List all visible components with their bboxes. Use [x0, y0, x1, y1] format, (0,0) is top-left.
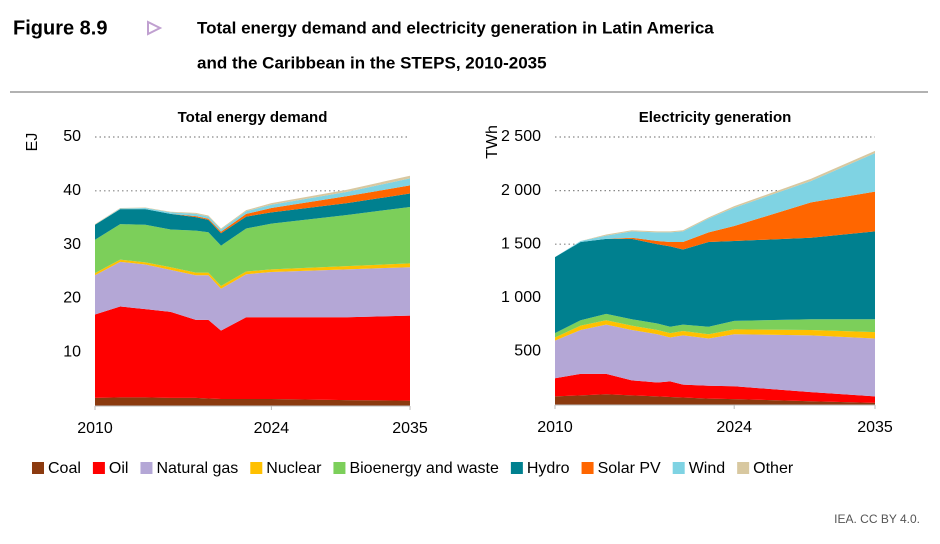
legend-swatch: [672, 462, 685, 474]
x-tick-label: 2010: [77, 420, 113, 437]
area: [95, 261, 410, 331]
y-tick-label: 1 500: [501, 235, 541, 252]
legend-swatch: [32, 462, 44, 474]
y-axis-label: EJ: [24, 133, 41, 152]
y-axis-label: TWh: [484, 125, 501, 159]
area: [95, 397, 410, 406]
chart-title: Electricity generation: [639, 109, 792, 126]
legend-swatch: [140, 462, 153, 474]
x-tick-label: 2024: [254, 420, 290, 437]
area: [555, 324, 875, 397]
legend-swatch: [510, 462, 523, 474]
y-tick-label: 20: [63, 290, 81, 307]
area: [95, 259, 410, 289]
y-tick-label: 2 000: [501, 182, 541, 199]
legend-swatch: [250, 462, 263, 474]
y-tick-label: 10: [63, 343, 81, 360]
footer: IEA. CC BY 4.0.: [834, 512, 920, 526]
figure-arrow: [147, 20, 163, 36]
legend-swatch: [737, 462, 750, 474]
y-tick-label: 30: [63, 236, 81, 253]
y-tick-label: 500: [514, 343, 541, 360]
y-tick-label: 50: [63, 128, 81, 145]
area: [555, 191, 875, 258]
legend-swatch: [92, 462, 105, 474]
x-tick-label: 2024: [716, 419, 752, 436]
area: [555, 313, 875, 338]
figure-title: and the Caribbean in the STEPS, 2010-203…: [197, 53, 547, 72]
legend-label: Wind: [689, 460, 725, 477]
y-tick-label: 40: [63, 182, 81, 199]
legend-label: Nuclear: [266, 460, 322, 477]
legend-label: Other: [753, 460, 794, 477]
x-tick-label: 2035: [857, 419, 893, 436]
legend-label: Coal: [48, 460, 81, 477]
y-tick-label: 2 500: [501, 128, 541, 145]
area: [95, 206, 410, 287]
area: [555, 320, 875, 341]
x-tick-label: 2035: [392, 420, 428, 437]
chart-title: Total energy demand: [178, 109, 328, 126]
area: [555, 394, 875, 405]
area: [95, 306, 410, 401]
legend-swatch: [333, 462, 346, 474]
figure-number: Figure 8.9: [13, 17, 107, 39]
legend-swatch: [581, 462, 594, 474]
y-tick-label: 1 000: [501, 289, 541, 306]
figure-title: Total energy demand and electricity gene…: [197, 18, 714, 37]
legend-label: Solar PV: [598, 460, 661, 477]
area: [95, 193, 410, 246]
x-tick-label: 2010: [537, 419, 573, 436]
legend-label: Oil: [109, 460, 129, 477]
legend-label: Bioenergy and waste: [349, 460, 499, 477]
area: [555, 150, 875, 258]
legend-label: Hydro: [527, 460, 570, 477]
area: [555, 373, 875, 403]
area: [555, 231, 875, 334]
legend-label: Natural gas: [156, 460, 238, 477]
